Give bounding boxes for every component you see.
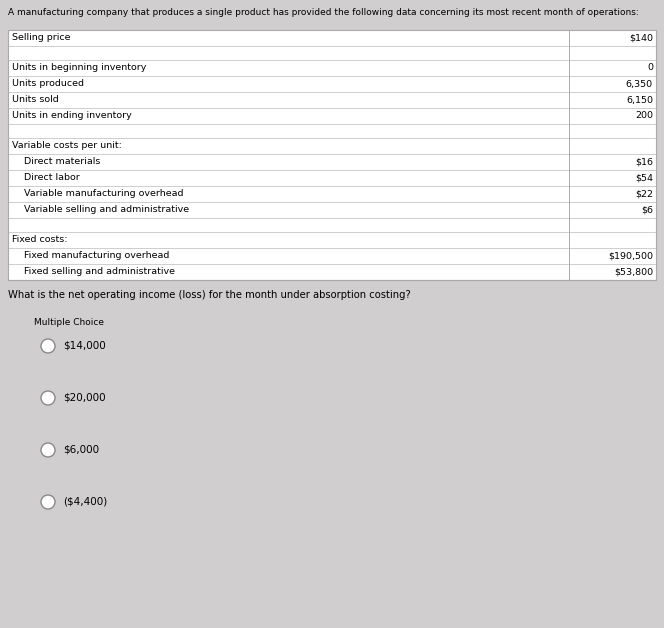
Text: A manufacturing company that produces a single product has provided the followin: A manufacturing company that produces a … [8,8,639,17]
Text: 6,150: 6,150 [626,95,653,104]
Text: 0: 0 [647,63,653,72]
Text: Variable selling and administrative: Variable selling and administrative [24,205,189,215]
Text: $14,000: $14,000 [63,341,106,351]
Text: Variable manufacturing overhead: Variable manufacturing overhead [24,190,183,198]
Bar [8,30,656,280]
Bar [26,312,654,544]
Text: Variable costs per unit:: Variable costs per unit: [12,141,122,151]
Text: Direct labor: Direct labor [24,173,80,183]
Text: Fixed manufacturing overhead: Fixed manufacturing overhead [24,251,169,261]
Text: Units sold: Units sold [12,95,58,104]
Circle shape [41,339,55,353]
Text: $190,500: $190,500 [608,251,653,261]
Text: Units produced: Units produced [12,80,84,89]
Text: $53,800: $53,800 [614,268,653,276]
Text: $6: $6 [641,205,653,215]
Text: $16: $16 [635,158,653,166]
Text: ($4,400): ($4,400) [63,497,108,507]
Text: 200: 200 [635,112,653,121]
Circle shape [41,443,55,457]
Text: Direct materials: Direct materials [24,158,100,166]
Text: 6,350: 6,350 [626,80,653,89]
Text: $22: $22 [635,190,653,198]
Text: $54: $54 [635,173,653,183]
Text: Units in beginning inventory: Units in beginning inventory [12,63,146,72]
Text: Multiple Choice: Multiple Choice [34,318,104,327]
Text: Fixed costs:: Fixed costs: [12,236,68,244]
Text: Fixed selling and administrative: Fixed selling and administrative [24,268,175,276]
Circle shape [41,391,55,405]
Text: What is the net operating income (loss) for the month under absorption costing?: What is the net operating income (loss) … [8,290,411,300]
Text: $6,000: $6,000 [63,445,99,455]
Text: $140: $140 [629,33,653,43]
Circle shape [41,495,55,509]
Text: Selling price: Selling price [12,33,70,43]
Text: $20,000: $20,000 [63,393,106,403]
Text: Units in ending inventory: Units in ending inventory [12,112,131,121]
